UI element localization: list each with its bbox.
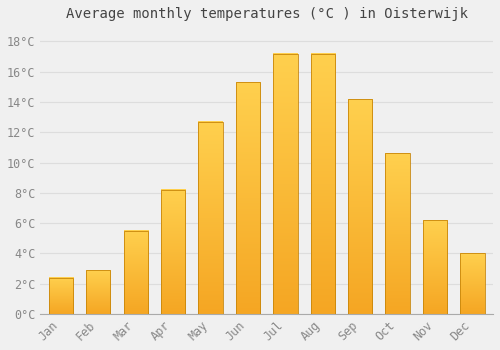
Bar: [161, 190, 186, 314]
Bar: [348, 99, 372, 314]
Bar: [124, 231, 148, 314]
Bar: [86, 270, 110, 314]
Bar: [236, 82, 260, 314]
Bar: [423, 220, 447, 314]
Bar: [310, 54, 335, 314]
Bar: [198, 122, 222, 314]
Bar: [460, 253, 484, 314]
Bar: [386, 153, 410, 314]
Title: Average monthly temperatures (°C ) in Oisterwijk: Average monthly temperatures (°C ) in Oi…: [66, 7, 468, 21]
Bar: [273, 54, 297, 314]
Bar: [48, 278, 73, 314]
